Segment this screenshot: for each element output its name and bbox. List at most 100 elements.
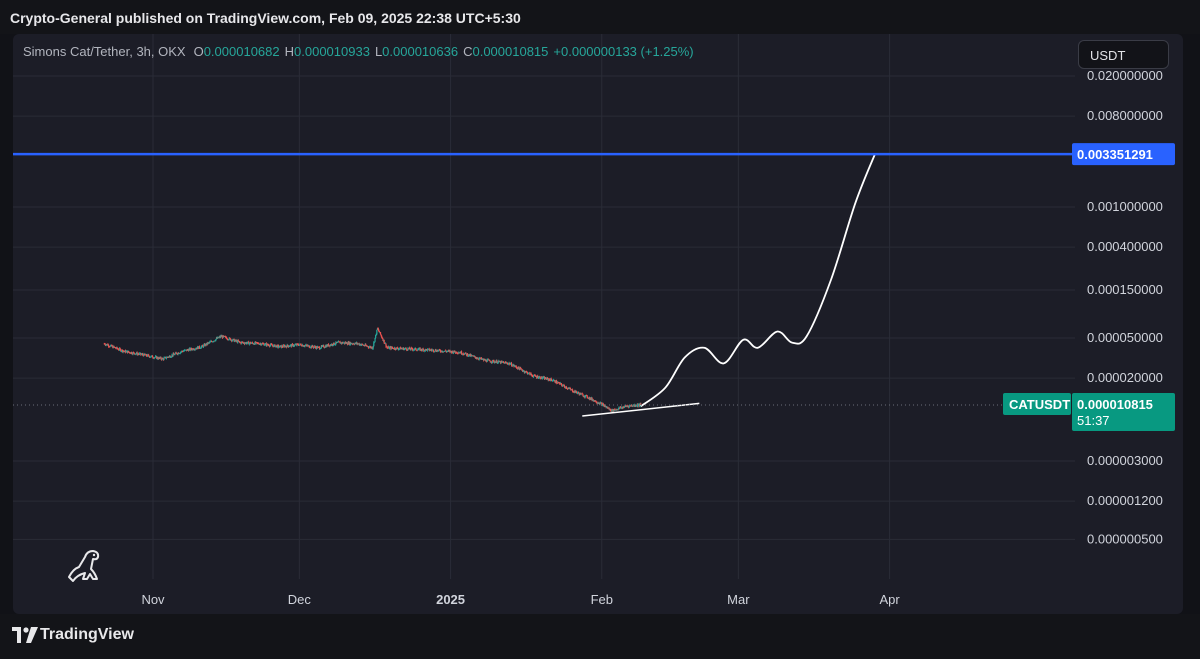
candle-body: [115, 347, 118, 349]
candle-body: [414, 348, 416, 350]
candle-body: [504, 362, 506, 364]
candle-body: [267, 344, 269, 346]
candle-body: [183, 350, 185, 352]
candle-body: [329, 345, 331, 347]
candle-body: [448, 350, 450, 352]
candle-body: [184, 349, 187, 351]
candle-body: [131, 353, 133, 355]
currency-button[interactable]: USDT: [1078, 40, 1169, 69]
candle-body: [600, 402, 602, 404]
candle-body: [169, 355, 171, 358]
chart-panel[interactable]: 0.020000000 0.008000000 0.001000000 0.00040…: [13, 34, 1183, 614]
candle-body: [250, 342, 252, 344]
open-value: 0.000010682: [203, 44, 280, 59]
candle-body: [316, 346, 318, 349]
candle-body: [307, 345, 310, 347]
candle-body: [247, 341, 249, 343]
candle-body: [301, 345, 304, 347]
candle-body: [542, 377, 544, 379]
candle-body: [586, 395, 588, 396]
candle-body: [175, 352, 177, 354]
candle-body: [632, 405, 634, 407]
candle-body: [176, 353, 178, 355]
candle-body: [292, 344, 294, 345]
candle-body: [605, 405, 607, 408]
candle-body: [623, 406, 625, 408]
candle-body: [207, 342, 210, 344]
candle-body: [236, 340, 238, 343]
candle-body: [128, 352, 130, 353]
candle-body: [539, 376, 541, 378]
candle-body: [280, 345, 282, 348]
candle-body: [159, 357, 161, 359]
candle-body: [178, 352, 180, 354]
candle-body: [401, 348, 403, 350]
candle-body: [262, 343, 265, 345]
candle-body: [164, 356, 166, 358]
candle-body: [440, 350, 443, 352]
candle-body: [429, 350, 431, 352]
candle-body: [132, 352, 134, 355]
candle-body: [629, 405, 631, 407]
candle-body: [449, 350, 451, 352]
candle-body: [515, 366, 518, 368]
candle-body: [148, 356, 151, 358]
candle-body: [612, 409, 615, 412]
candle-body: [339, 341, 341, 343]
candle-body: [215, 337, 218, 340]
high-label: H: [284, 44, 295, 59]
time-axis: Nov Dec 2025 Feb Mar Apr: [141, 592, 900, 607]
candle-body: [204, 343, 207, 346]
candle-body: [154, 356, 157, 358]
candle-body: [240, 342, 243, 344]
candle-body: [546, 377, 548, 380]
candle-body: [356, 342, 358, 344]
candle-body: [340, 342, 343, 344]
candle-body: [634, 404, 636, 406]
candle-body: [526, 371, 528, 373]
candle-body: [578, 393, 580, 395]
candle-body: [193, 349, 195, 351]
candle-body: [423, 350, 426, 351]
candle-body: [461, 351, 463, 354]
candle-body: [436, 351, 438, 352]
candle-body: [440, 351, 442, 353]
candle-body: [338, 341, 340, 343]
candle-body: [568, 388, 571, 389]
candle-body: [565, 386, 567, 388]
candle-body: [254, 342, 256, 345]
candle-body: [315, 346, 318, 349]
candle-body: [609, 408, 612, 411]
candle-body: [237, 340, 240, 342]
candle-body: [552, 380, 554, 382]
candle-body: [136, 352, 138, 355]
candle-body: [625, 405, 627, 407]
last-price-label: 0.000010815: [1077, 397, 1153, 412]
candle-body: [279, 345, 281, 347]
candle-body: [400, 347, 402, 350]
candle-body: [314, 346, 316, 348]
candle-body: [112, 346, 115, 349]
tradingview-logo[interactable]: TradingView: [12, 626, 134, 648]
candle-body: [308, 345, 310, 348]
candle-body: [150, 355, 152, 357]
candle-body: [608, 408, 610, 410]
candle-body: [587, 398, 590, 399]
candle-body: [634, 404, 637, 407]
candle-body: [201, 345, 204, 347]
candle-body: [156, 356, 158, 359]
candle-body: [491, 362, 493, 363]
candle-body: [265, 343, 268, 346]
price-axis: 0.020000000 0.008000000 0.001000000 0.00040…: [1087, 68, 1163, 546]
candle-body: [630, 405, 632, 407]
candle-body: [264, 343, 266, 345]
candle-body: [570, 388, 572, 390]
candle-body: [419, 348, 421, 351]
candle-body: [221, 335, 223, 337]
footer-bar: [0, 614, 1200, 659]
candle-body: [245, 342, 247, 344]
candle-body: [293, 344, 296, 346]
candle-body: [127, 351, 129, 353]
candle-body: [619, 407, 621, 409]
price-chart[interactable]: 0.020000000 0.008000000 0.001000000 0.00040…: [13, 34, 1183, 614]
